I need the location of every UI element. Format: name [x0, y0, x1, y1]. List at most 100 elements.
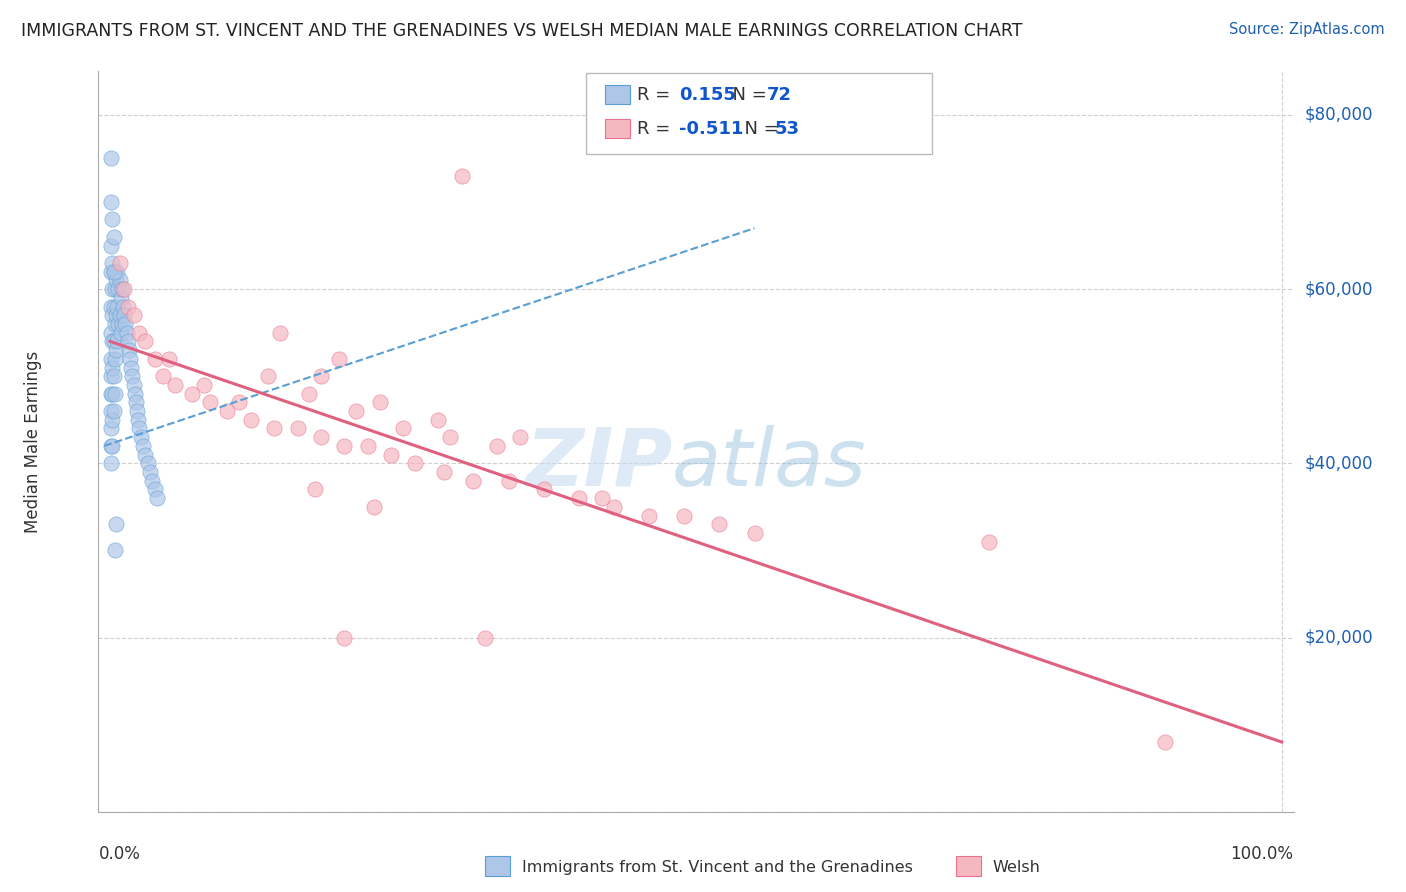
Point — [132, 439, 155, 453]
Point — [105, 343, 128, 357]
Point — [100, 421, 122, 435]
Text: 53: 53 — [775, 120, 800, 138]
Point — [134, 334, 156, 349]
Point — [217, 404, 239, 418]
Point — [304, 483, 326, 497]
Point — [104, 543, 127, 558]
Point — [122, 308, 145, 322]
Point — [257, 369, 280, 384]
Point — [157, 351, 180, 366]
Point — [105, 273, 128, 287]
Point — [101, 386, 124, 401]
Point — [120, 360, 142, 375]
Point — [104, 317, 127, 331]
Point — [193, 378, 215, 392]
Point — [101, 439, 124, 453]
Point — [120, 351, 141, 366]
Point — [107, 317, 129, 331]
Text: Median Male Earnings: Median Male Earnings — [24, 351, 42, 533]
Text: 100.0%: 100.0% — [1230, 845, 1294, 863]
Point — [104, 351, 127, 366]
Point — [100, 194, 122, 209]
Text: $20,000: $20,000 — [1305, 629, 1374, 647]
Point — [118, 343, 141, 357]
Point — [328, 351, 350, 366]
Point — [110, 326, 132, 340]
Point — [128, 421, 150, 435]
Point — [111, 317, 134, 331]
Point — [114, 317, 136, 331]
Point — [100, 300, 122, 314]
Point — [673, 508, 696, 523]
Point — [287, 421, 309, 435]
Point — [333, 439, 356, 453]
Point — [404, 456, 426, 470]
Point — [141, 474, 163, 488]
Point — [100, 439, 122, 453]
Point — [101, 282, 124, 296]
Point — [112, 308, 135, 322]
Point — [709, 517, 731, 532]
Point — [357, 439, 380, 453]
Point — [115, 326, 138, 340]
Point — [498, 474, 520, 488]
Point — [298, 386, 321, 401]
Point — [134, 448, 156, 462]
Point — [152, 369, 174, 384]
Point — [143, 483, 166, 497]
Point — [309, 369, 332, 384]
Point — [105, 517, 128, 532]
Point — [125, 395, 148, 409]
Point — [103, 369, 125, 384]
Point — [474, 631, 496, 645]
Point — [181, 386, 204, 401]
Point — [101, 360, 124, 375]
Point — [122, 378, 145, 392]
Point — [105, 300, 128, 314]
Point — [485, 439, 508, 453]
Text: R =: R = — [637, 120, 676, 138]
Point — [363, 500, 385, 514]
Point — [603, 500, 626, 514]
Text: Immigrants from St. Vincent and the Grenadines: Immigrants from St. Vincent and the Gren… — [522, 860, 912, 874]
Point — [463, 474, 485, 488]
Point — [136, 456, 159, 470]
Point — [105, 265, 128, 279]
Point — [107, 282, 129, 296]
Point — [105, 308, 128, 322]
Point — [103, 404, 125, 418]
Point — [309, 430, 332, 444]
Point — [108, 273, 131, 287]
Text: 0.155: 0.155 — [679, 87, 735, 104]
Point — [433, 465, 456, 479]
Text: ZIP: ZIP — [524, 425, 672, 503]
Text: IMMIGRANTS FROM ST. VINCENT AND THE GRENADINES VS WELSH MEDIAN MALE EARNINGS COR: IMMIGRANTS FROM ST. VINCENT AND THE GREN… — [21, 22, 1022, 40]
Point — [103, 334, 125, 349]
Point — [124, 386, 146, 401]
Point — [368, 395, 391, 409]
Point — [112, 300, 135, 314]
Text: R =: R = — [637, 87, 676, 104]
Text: 0.0%: 0.0% — [98, 845, 141, 863]
Point — [344, 404, 367, 418]
Point — [100, 456, 122, 470]
Point — [117, 334, 139, 349]
Point — [100, 404, 122, 418]
Text: N =: N = — [733, 120, 785, 138]
Point — [638, 508, 661, 523]
Text: N =: N = — [721, 87, 773, 104]
Point — [128, 326, 150, 340]
Point — [100, 369, 122, 384]
Point — [100, 386, 122, 401]
Point — [127, 404, 149, 418]
Point — [380, 448, 402, 462]
Point — [427, 413, 450, 427]
Point — [239, 413, 262, 427]
Point — [139, 465, 162, 479]
Point — [108, 308, 131, 322]
Point — [100, 265, 122, 279]
Point — [146, 491, 169, 505]
Point — [392, 421, 415, 435]
Point — [100, 326, 122, 340]
Text: Source: ZipAtlas.com: Source: ZipAtlas.com — [1229, 22, 1385, 37]
